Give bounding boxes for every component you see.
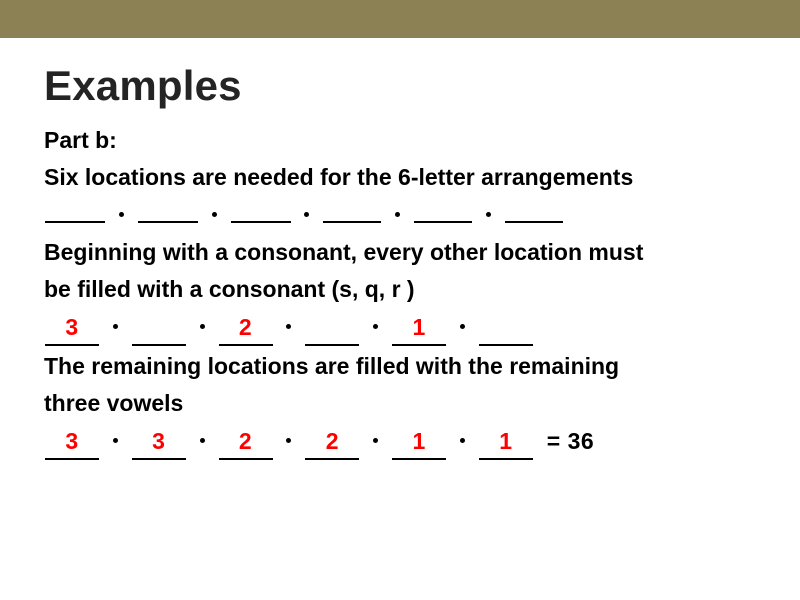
slot-value: 1 bbox=[392, 425, 446, 460]
line-3b: three vowels bbox=[44, 387, 756, 420]
blank bbox=[323, 199, 381, 223]
content-area: Examples Part b: Six locations are neede… bbox=[0, 38, 800, 460]
slot-value: 3 bbox=[132, 425, 186, 460]
page-title: Examples bbox=[44, 38, 756, 124]
value-text: 2 bbox=[239, 314, 252, 340]
bullet-dot bbox=[373, 324, 378, 329]
bullet-dot bbox=[460, 438, 465, 443]
slot-value: 1 bbox=[392, 311, 446, 346]
value-text: 2 bbox=[239, 428, 252, 454]
bullet-dot bbox=[304, 212, 309, 217]
bullet-dot bbox=[200, 438, 205, 443]
blank bbox=[231, 199, 291, 223]
blank-row-1 bbox=[44, 199, 756, 232]
blank bbox=[138, 199, 198, 223]
slot-value: 2 bbox=[305, 425, 359, 460]
value-text: 3 bbox=[65, 314, 78, 340]
slot-value: 3 bbox=[45, 425, 99, 460]
value-text: 3 bbox=[152, 428, 165, 454]
bullet-dot bbox=[113, 438, 118, 443]
line-2b: be filled with a consonant (s, q, r ) bbox=[44, 273, 756, 306]
value-text: 1 bbox=[412, 428, 425, 454]
bullet-dot bbox=[212, 212, 217, 217]
blank bbox=[505, 199, 563, 223]
line-3a: The remaining locations are filled with … bbox=[44, 350, 756, 383]
slot-value: 1 bbox=[479, 425, 533, 460]
line-2a: Beginning with a consonant, every other … bbox=[44, 236, 756, 269]
value-text: 3 bbox=[65, 428, 78, 454]
accent-bar bbox=[0, 0, 800, 38]
bullet-dot bbox=[200, 324, 205, 329]
result-value: 36 bbox=[568, 428, 595, 454]
slide: Examples Part b: Six locations are neede… bbox=[0, 0, 800, 600]
blank bbox=[414, 199, 472, 223]
bullet-dot bbox=[286, 324, 291, 329]
bullet-dot bbox=[486, 212, 491, 217]
value-text: 1 bbox=[412, 314, 425, 340]
slot-empty bbox=[132, 311, 186, 346]
bullet-dot bbox=[395, 212, 400, 217]
bullet-dot bbox=[113, 324, 118, 329]
blank bbox=[45, 199, 105, 223]
body-text: Part b: Six locations are needed for the… bbox=[44, 124, 756, 460]
part-label: Part b: bbox=[44, 124, 756, 157]
value-text: 1 bbox=[499, 428, 512, 454]
bullet-dot bbox=[119, 212, 124, 217]
slot-empty bbox=[305, 311, 359, 346]
bullet-dot bbox=[373, 438, 378, 443]
bullet-dot bbox=[460, 324, 465, 329]
blank-row-3: 3 3 2 2 1 1 = 36 bbox=[44, 425, 756, 460]
equals-sign: = bbox=[547, 428, 561, 454]
value-text: 2 bbox=[326, 428, 339, 454]
blank-row-2: 3 2 1 bbox=[44, 311, 756, 346]
slot-value: 2 bbox=[219, 311, 273, 346]
result-text: = 36 bbox=[547, 428, 594, 454]
line-1: Six locations are needed for the 6-lette… bbox=[44, 161, 756, 194]
bullet-dot bbox=[286, 438, 291, 443]
slot-value: 2 bbox=[219, 425, 273, 460]
slot-empty bbox=[479, 311, 533, 346]
slot-value: 3 bbox=[45, 311, 99, 346]
